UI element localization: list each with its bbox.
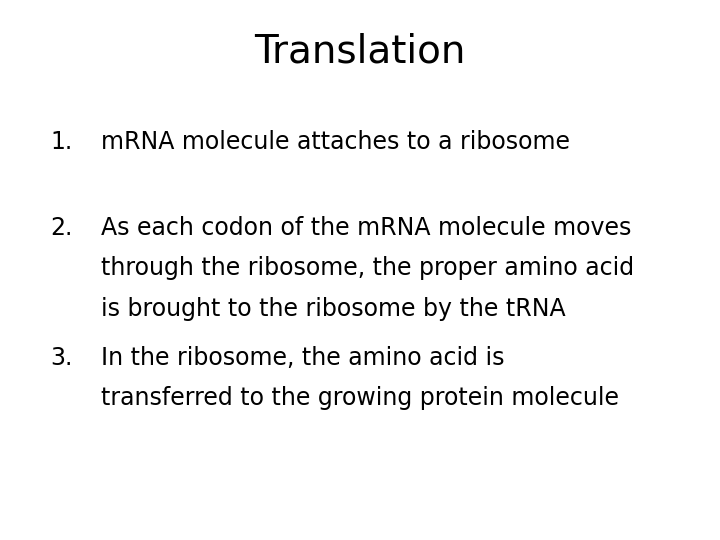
Text: Translation: Translation — [254, 32, 466, 70]
Text: is brought to the ribosome by the tRNA: is brought to the ribosome by the tRNA — [101, 297, 565, 321]
Text: As each codon of the mRNA molecule moves: As each codon of the mRNA molecule moves — [101, 216, 631, 240]
Text: through the ribosome, the proper amino acid: through the ribosome, the proper amino a… — [101, 256, 634, 280]
Text: 2.: 2. — [50, 216, 73, 240]
Text: transferred to the growing protein molecule: transferred to the growing protein molec… — [101, 386, 618, 410]
Text: 3.: 3. — [50, 346, 73, 369]
Text: In the ribosome, the amino acid is: In the ribosome, the amino acid is — [101, 346, 504, 369]
Text: 1.: 1. — [50, 130, 73, 153]
Text: mRNA molecule attaches to a ribosome: mRNA molecule attaches to a ribosome — [101, 130, 570, 153]
